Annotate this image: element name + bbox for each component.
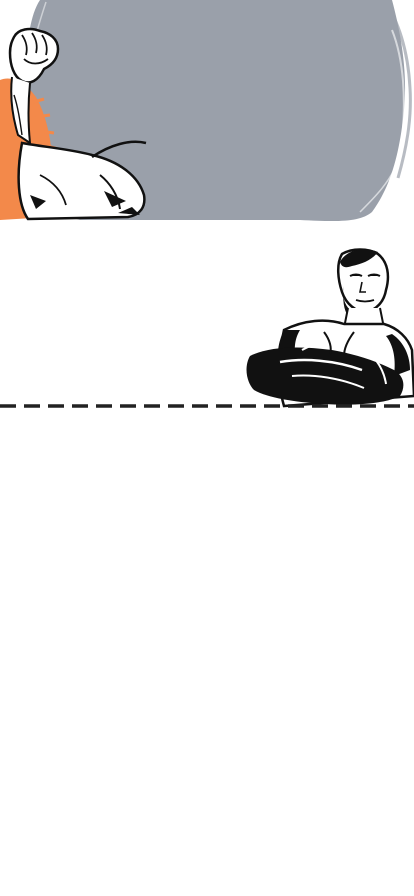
dashed-divider: [0, 404, 414, 408]
flexed-arm-icon: [0, 27, 147, 221]
bodybuilder-icon: [246, 248, 414, 408]
